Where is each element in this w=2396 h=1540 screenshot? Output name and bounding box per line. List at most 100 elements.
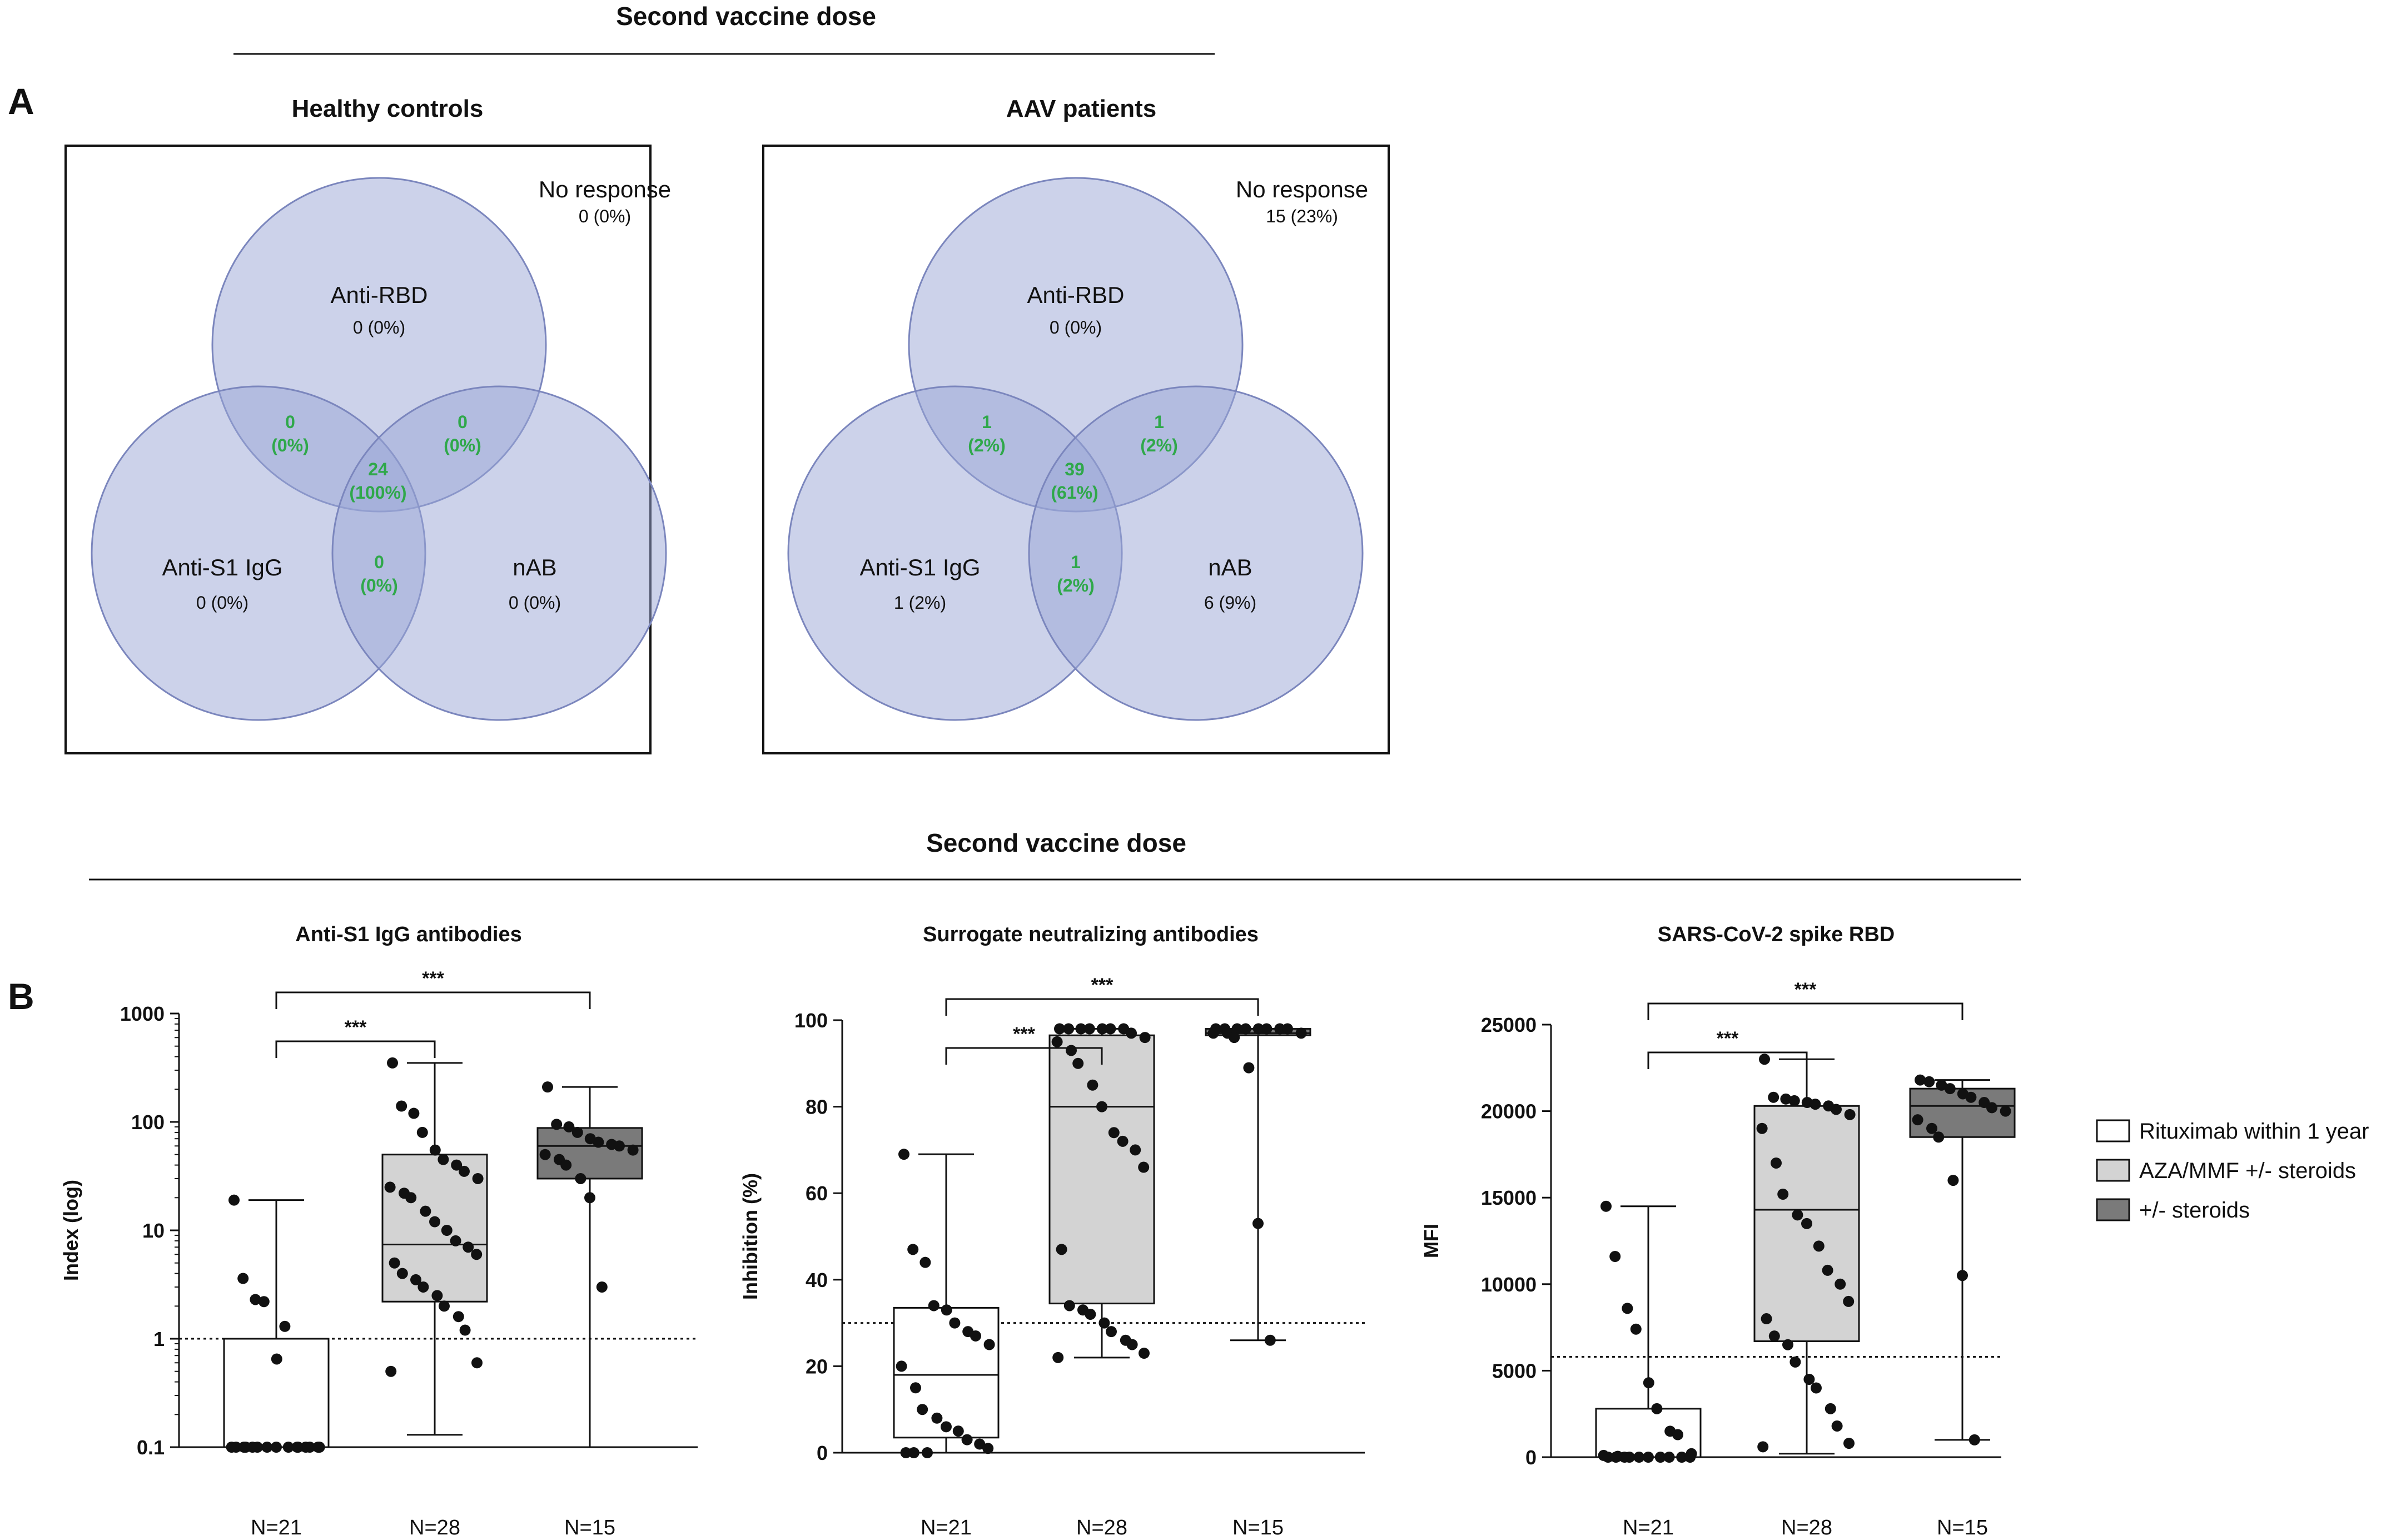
data-point <box>1756 1122 1768 1134</box>
data-point <box>410 1274 421 1285</box>
data-point <box>1843 1438 1855 1449</box>
data-point <box>396 1100 407 1112</box>
significance-label: *** <box>1717 1028 1739 1049</box>
data-point <box>1947 1175 1959 1186</box>
data-point <box>539 1149 551 1160</box>
data-point <box>596 1281 608 1293</box>
data-point <box>941 1421 952 1433</box>
data-point <box>1915 1074 1926 1086</box>
significance-label: *** <box>1794 979 1817 1000</box>
data-point <box>983 1339 995 1350</box>
data-point <box>304 1442 316 1453</box>
data-point <box>1759 1054 1770 1065</box>
data-point <box>1105 1023 1116 1035</box>
data-point <box>1117 1135 1129 1147</box>
overlap-rbd-nab-count: 0 <box>458 412 468 432</box>
overlap-s1-nab-count: 1 <box>1071 552 1081 572</box>
box <box>1595 1408 1702 1458</box>
y-tick-label: 20000 <box>1481 1100 1537 1123</box>
anti-rbd-label: Anti-RBD <box>330 282 427 308</box>
data-point <box>431 1290 443 1301</box>
significance-label: *** <box>1013 1024 1035 1045</box>
data-point <box>471 1249 483 1260</box>
anti-s1-value: 0 (0%) <box>196 593 248 613</box>
bottom-title: Second vaccine dose <box>926 828 1186 857</box>
anti-s1-label: Anti-S1 IgG <box>859 554 980 580</box>
y-tick-label: 10000 <box>1481 1273 1537 1296</box>
data-point <box>919 1256 931 1268</box>
data-point <box>230 1442 242 1453</box>
data-point <box>384 1181 396 1193</box>
data-point <box>1844 1109 1856 1120</box>
data-point <box>970 1330 981 1342</box>
legend-swatch-steroids <box>2096 1198 2130 1221</box>
anti-s1-label: Anti-S1 IgG <box>162 554 282 580</box>
data-point <box>1252 1023 1264 1035</box>
box <box>381 1154 488 1303</box>
data-point <box>463 1241 474 1253</box>
data-point <box>279 1320 291 1332</box>
significance-label: *** <box>1091 975 1114 996</box>
y-tick-label: 1 <box>153 1328 165 1350</box>
no-response-value: 15 (23%) <box>1266 206 1338 226</box>
data-point <box>949 1317 961 1329</box>
data-point <box>1965 1091 1977 1103</box>
data-point <box>439 1300 450 1312</box>
significance-bracket <box>1647 1002 1963 1020</box>
y-tick-label: 20 <box>806 1355 828 1378</box>
data-point <box>1803 1373 1815 1385</box>
data-point <box>261 1442 273 1453</box>
data-point <box>1811 1382 1822 1394</box>
data-point <box>405 1192 417 1204</box>
data-point <box>252 1442 263 1453</box>
nab-label: nAB <box>1208 554 1252 580</box>
box <box>893 1306 1000 1439</box>
data-point <box>1056 1244 1067 1255</box>
legend-label-aza-mmf: AZA/MMF +/- steroids <box>2139 1159 2356 1183</box>
y-tick-label: 40 <box>806 1269 828 1291</box>
box <box>1048 1034 1155 1305</box>
data-point <box>1609 1251 1621 1263</box>
anti-s1-value: 1 (2%) <box>894 593 946 613</box>
data-point <box>429 1216 440 1228</box>
significance-bracket <box>945 1047 1103 1065</box>
data-point <box>1130 1144 1141 1156</box>
data-point <box>396 1268 408 1279</box>
data-point <box>1282 1023 1293 1035</box>
data-point <box>908 1447 919 1458</box>
data-point <box>1083 1023 1095 1035</box>
data-point <box>952 1425 964 1437</box>
data-point <box>1052 1352 1064 1363</box>
data-point <box>1051 1036 1063 1047</box>
data-point <box>250 1294 261 1305</box>
y-tick-label: 0 <box>1525 1446 1537 1469</box>
nab-value: 6 (9%) <box>1204 593 1256 613</box>
data-point <box>1672 1429 1683 1440</box>
legend-swatch-rituximab <box>2096 1119 2130 1142</box>
venn-title: Healthy controls <box>292 95 484 122</box>
data-point <box>571 1126 583 1138</box>
data-point <box>931 1412 943 1424</box>
data-point <box>1624 1452 1635 1463</box>
data-point <box>1108 1127 1120 1139</box>
y-tick-label: 100 <box>794 1009 828 1032</box>
y-tick-label: 15000 <box>1481 1186 1537 1209</box>
data-point <box>2000 1105 2011 1117</box>
data-point <box>450 1235 461 1246</box>
significance-bracket <box>1647 1051 1808 1069</box>
data-point <box>928 1300 939 1312</box>
y-tick-label: 0.1 <box>137 1436 165 1459</box>
overlap-rbd-s1-count: 1 <box>982 412 992 432</box>
data-point <box>1072 1057 1084 1069</box>
data-point <box>1651 1403 1663 1414</box>
overlap-all-count: 24 <box>368 459 388 479</box>
y-tick-label: 5000 <box>1492 1359 1537 1382</box>
data-point <box>1780 1093 1792 1105</box>
data-point <box>1063 1300 1075 1312</box>
data-point <box>1054 1023 1065 1035</box>
data-point <box>451 1159 463 1171</box>
data-point <box>917 1404 928 1415</box>
x-category-label: N=15 <box>1232 1516 1284 1539</box>
chart-title: SARS-CoV-2 spike RBD <box>1658 923 1895 946</box>
top-title: Second vaccine dose <box>616 2 876 31</box>
